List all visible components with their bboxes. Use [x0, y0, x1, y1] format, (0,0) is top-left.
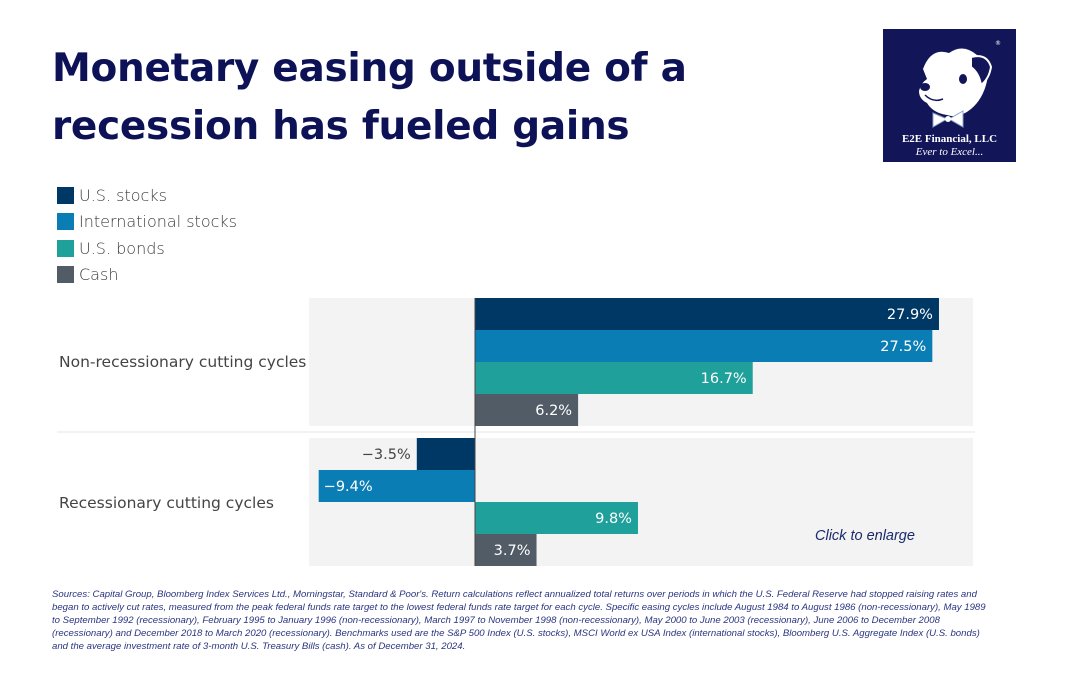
bar-data-label: 27.9%: [887, 307, 933, 323]
bar: [416, 438, 475, 470]
company-logo[interactable]: ® E2E Financial, LLC Ever to Excel...: [883, 29, 1016, 162]
bar-data-label: −9.4%: [324, 479, 373, 495]
dog-mascot-icon: ®: [919, 40, 1001, 128]
category-label: Recessionary cutting cycles: [59, 494, 274, 512]
bar-data-label: 16.7%: [701, 371, 747, 387]
click-to-enlarge-link[interactable]: Click to enlarge: [815, 528, 915, 544]
legend-item-us-bonds: U.S. bonds: [57, 235, 237, 262]
legend-swatch: [57, 213, 74, 231]
bar: [475, 362, 753, 394]
category-label: Non-recessionary cutting cycles: [59, 353, 306, 371]
legend-label: U.S. bonds: [79, 238, 165, 258]
chart-legend: U.S. stocks International stocks U.S. bo…: [57, 182, 237, 288]
page-title: Monetary easing outside of a recession h…: [52, 46, 687, 149]
bar-data-label: −3.5%: [362, 447, 411, 463]
legend-swatch: [57, 239, 74, 257]
bar: [318, 470, 475, 502]
legend-swatch: [57, 266, 74, 284]
legend-item-us-stocks: U.S. stocks: [57, 182, 237, 209]
bar: [475, 330, 933, 362]
bar: [475, 534, 537, 566]
svg-text:®: ®: [995, 40, 1001, 47]
legend-label: Cash: [79, 265, 119, 285]
bar: [475, 394, 579, 426]
logo-tagline: Ever to Excel...: [915, 146, 984, 158]
legend-item-international-stocks: International stocks: [57, 209, 237, 236]
bar-data-label: 9.8%: [595, 511, 632, 527]
legend-label: International stocks: [79, 212, 237, 232]
bar-data-label: 6.2%: [535, 403, 572, 419]
logo-firm-name: E2E Financial, LLC: [901, 133, 998, 145]
bar: [475, 298, 939, 330]
sources-footnote: Sources: Capital Group, Bloomberg Index …: [52, 589, 986, 652]
legend-swatch: [57, 186, 74, 204]
legend-label: U.S. stocks: [79, 185, 167, 205]
bar: [475, 502, 638, 534]
bar-data-label: 3.7%: [494, 543, 531, 559]
bar-data-label: 27.5%: [880, 339, 926, 355]
legend-item-cash: Cash: [57, 262, 237, 289]
